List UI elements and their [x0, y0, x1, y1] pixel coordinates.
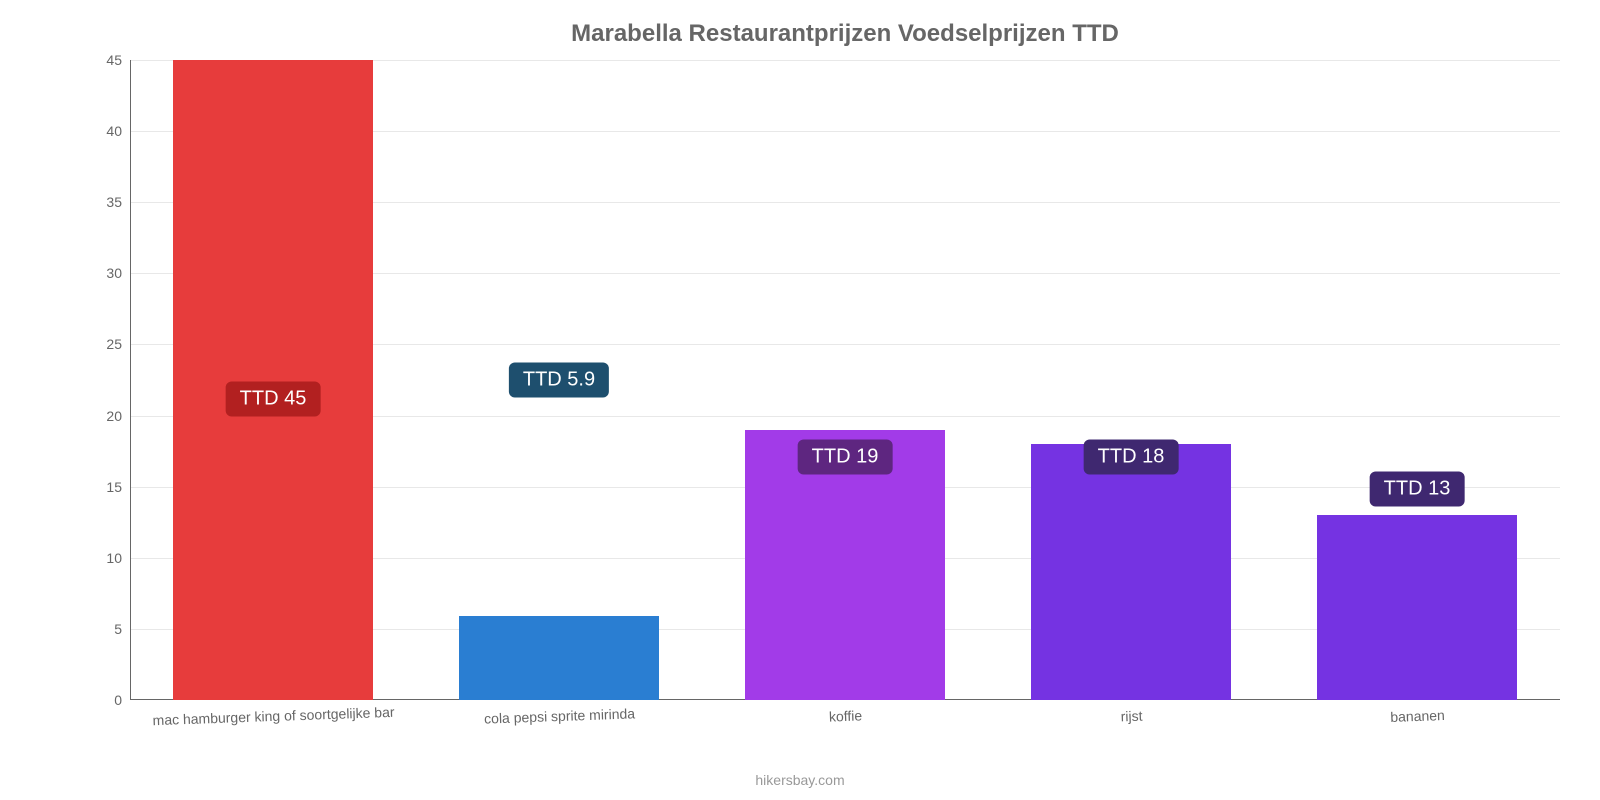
- y-tick-label: 30: [106, 265, 122, 281]
- y-tick-label: 0: [114, 692, 122, 708]
- y-axis: 051015202530354045: [80, 60, 130, 700]
- x-axis-label: rijst: [988, 695, 1275, 729]
- y-tick-label: 25: [106, 336, 122, 352]
- bar-slot: TTD 18: [988, 60, 1274, 700]
- bar-slot: TTD 45: [130, 60, 416, 700]
- x-axis-labels: mac hamburger king of soortgelijke barco…: [130, 700, 1560, 724]
- bar-slot: TTD 13: [1274, 60, 1560, 700]
- attribution-text: hikersbay.com: [0, 772, 1600, 788]
- y-tick-label: 15: [106, 479, 122, 495]
- bar: [173, 60, 373, 700]
- x-axis-label: mac hamburger king of soortgelijke bar: [130, 695, 417, 729]
- y-tick-label: 40: [106, 123, 122, 139]
- bar-value-label: TTD 45: [226, 382, 321, 417]
- y-tick-label: 20: [106, 408, 122, 424]
- bar: [459, 616, 659, 700]
- plot-area: 051015202530354045 TTD 45TTD 5.9TTD 19TT…: [130, 60, 1560, 700]
- y-tick-label: 10: [106, 550, 122, 566]
- chart-container: Marabella Restaurantprijzen Voedselprijz…: [0, 0, 1600, 800]
- bar-value-label: TTD 19: [798, 439, 893, 474]
- y-tick-label: 45: [106, 52, 122, 68]
- bar-value-label: TTD 5.9: [509, 363, 609, 398]
- bar-slot: TTD 5.9: [416, 60, 702, 700]
- bar-slot: TTD 19: [702, 60, 988, 700]
- bars-row: TTD 45 TTD 5.9 TTD 19 TTD 18 TTD 13: [130, 60, 1560, 700]
- x-axis-label: cola pepsi sprite mirinda: [416, 695, 703, 729]
- x-axis-label: koffie: [702, 695, 989, 729]
- y-tick-label: 35: [106, 194, 122, 210]
- y-tick-label: 5: [114, 621, 122, 637]
- x-axis-label: bananen: [1274, 695, 1561, 729]
- bar-value-label: TTD 18: [1084, 439, 1179, 474]
- chart-title: Marabella Restaurantprijzen Voedselprijz…: [130, 20, 1560, 48]
- bar: [1031, 444, 1231, 700]
- bar-value-label: TTD 13: [1370, 471, 1465, 506]
- bar: [1317, 515, 1517, 700]
